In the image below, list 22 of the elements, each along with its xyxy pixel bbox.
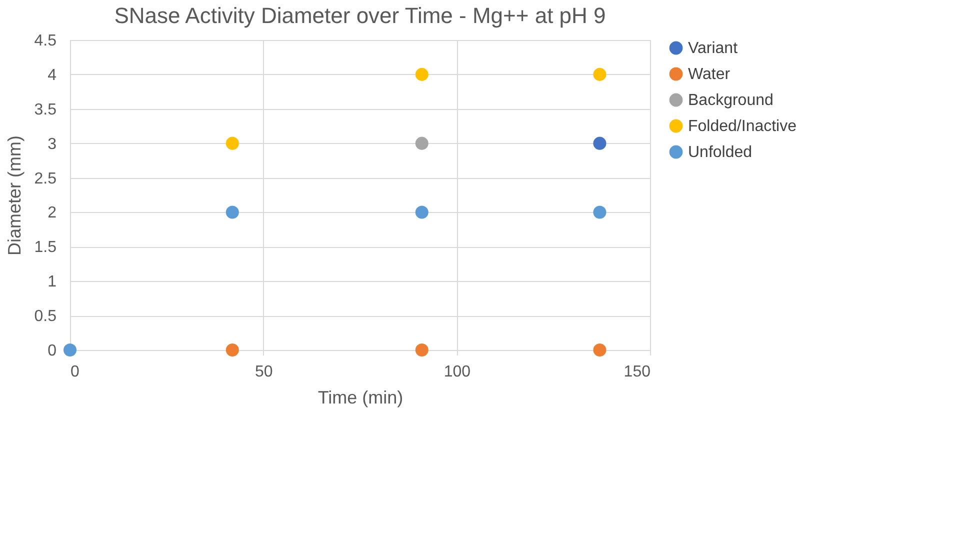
y-tick-label: 0.5 xyxy=(34,308,57,326)
y-tick-label: 2.5 xyxy=(34,170,57,188)
legend-label: Variant xyxy=(688,40,738,57)
x-tick-label: 100 xyxy=(444,364,471,380)
legend-label: Folded/Inactive xyxy=(688,118,797,135)
x-axis-title: Time (min) xyxy=(318,388,404,408)
x-tick-label: 0 xyxy=(70,364,80,380)
legend-label: Water xyxy=(688,66,731,83)
y-tick-label: 3 xyxy=(48,136,57,153)
legend-label: Unfolded xyxy=(688,144,752,161)
y-tick-label: 3.5 xyxy=(34,101,57,118)
y-tick-label: 1.5 xyxy=(34,239,57,256)
y-tick-label: 4 xyxy=(48,66,57,84)
legend-label: Background xyxy=(688,92,774,109)
y-tick-label: 4.5 xyxy=(34,32,57,50)
y-tick-label: 1 xyxy=(48,274,57,291)
x-tick-label: 150 xyxy=(624,364,651,380)
y-axis-title: Diameter (mm) xyxy=(4,136,24,256)
x-tick-label: 50 xyxy=(254,364,273,380)
y-tick-label: 2 xyxy=(48,204,57,222)
y-tick-label: 0 xyxy=(48,342,57,360)
chart-title: SNase Activity Diameter over Time - Mg++ at pH 9 xyxy=(114,3,606,28)
